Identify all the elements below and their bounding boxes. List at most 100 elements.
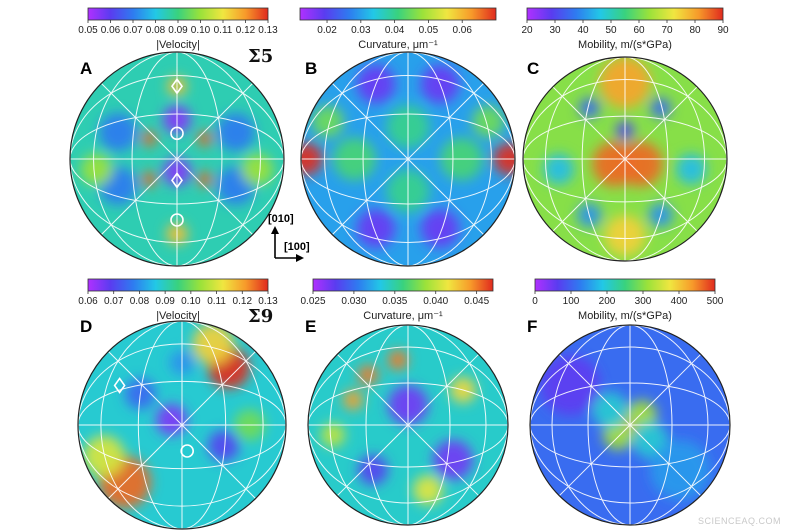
heatmap-spot <box>80 153 113 186</box>
colorbar-tick-label: 0.09 <box>155 296 175 307</box>
heatmap-spot <box>420 209 460 248</box>
heatmap-spot <box>311 105 344 138</box>
panel-a: 0.05 0.06 0.07 0.08 0.09 0.10 0.11 0.12 0.13 |Vel… <box>69 7 285 267</box>
heatmap-spot <box>197 131 213 147</box>
circle-marker <box>170 126 184 141</box>
diamond-marker <box>171 77 183 95</box>
panel-letter: E <box>305 317 316 336</box>
colorbar-tick-label: 0.10 <box>181 296 201 307</box>
pole-figure-outline <box>522 56 728 262</box>
heatmap-spot <box>156 404 188 436</box>
panel-e: 0.025 0.030 0.035 0.040 0.045 Curvature, μm⁻¹… <box>300 278 509 526</box>
heatmap-spot <box>343 390 363 410</box>
colorbar-tick-label: 50 <box>605 25 617 36</box>
pole-figure <box>301 52 515 266</box>
panels: 0.05 0.06 0.07 0.08 0.09 0.10 0.11 0.12 0.13|Vel… <box>69 7 731 530</box>
heatmap-spot <box>241 153 274 186</box>
panel-letter: C <box>527 59 539 78</box>
colorbar-tick-label: 0 <box>532 296 538 307</box>
heatmap-spot <box>141 171 157 187</box>
colorbar-tick-label: 0.04 <box>385 25 405 36</box>
colorbar-tick-label: 300 <box>635 296 652 307</box>
colorbar-tick-label: 40 <box>577 25 589 36</box>
colorbar-tick-label: 0.10 <box>191 25 211 36</box>
pole-figure <box>523 57 727 261</box>
pole-figure-outline <box>307 324 509 526</box>
heatmap-spot <box>216 112 256 152</box>
axis-y-arrowhead <box>271 226 279 234</box>
colorbar-gradient <box>299 7 497 21</box>
pole-figure-outline <box>69 51 285 267</box>
heatmap-spot <box>321 423 345 447</box>
panel-f: 0 100 200 300 400 500 Mobility, m/(s*GPa) F <box>527 278 731 526</box>
colorbar-tick-label: 80 <box>689 25 701 36</box>
colorbar-tick-label: 0.06 <box>452 25 472 36</box>
colorbar-tick-label: 0.06 <box>101 25 121 36</box>
colorbar-tick-label: 0.035 <box>382 296 407 307</box>
heatmap-spot <box>358 365 378 385</box>
pole-figure-outline <box>529 324 731 526</box>
axis-label-x: [100] <box>284 241 310 253</box>
heatmap-spot <box>98 112 138 152</box>
panel-letter: A <box>80 59 92 78</box>
heatmap-spot <box>650 440 710 500</box>
stereographic-net <box>78 321 286 529</box>
colorbar-tick-label: 0.13 <box>258 25 278 36</box>
colorbar-tick-label: 60 <box>633 25 645 36</box>
colorbar: 0.025 0.030 0.035 0.040 0.045 Curvature, μm⁻¹ <box>300 278 494 322</box>
panel-c: 20 30 40 50 60 70 80 90 Mobility, m/(s*GPa) C <box>521 7 729 262</box>
heatmap-spot <box>540 355 600 415</box>
stereographic-net <box>308 325 508 525</box>
diamond-marker <box>171 172 183 189</box>
panel-b: 0.02 0.03 0.04 0.05 0.06 Curvature, μm⁻¹ B <box>299 7 516 267</box>
colorbar: 20 30 40 50 60 70 80 90 Mobility, m/(s*GPa) <box>521 7 729 51</box>
colorbar-tick-label: 0.05 <box>419 25 439 36</box>
sigma-annotation: Σ9 <box>248 306 273 327</box>
pole-figure <box>308 325 508 525</box>
pole-figure <box>70 52 284 266</box>
colorbar-tick-label: 400 <box>671 296 688 307</box>
colorbar-title: Mobility, m/(s*GPa) <box>578 39 672 51</box>
colorbar-gradient <box>87 7 269 21</box>
heatmap-spot <box>413 475 443 505</box>
colorbar-tick-label: 0.05 <box>78 25 98 36</box>
colorbar-tick-label: 0.08 <box>146 25 166 36</box>
heatmap-spot <box>358 455 388 485</box>
colorbar: 0 100 200 300 400 500 Mobility, m/(s*GPa) <box>532 278 724 322</box>
colorbar-tick-label: 0.045 <box>464 296 489 307</box>
sigma-annotation: Σ5 <box>248 46 273 67</box>
colorbar-tick-label: 30 <box>549 25 561 36</box>
colorbar-tick-label: 0.07 <box>104 296 124 307</box>
heatmap-spot <box>650 97 671 119</box>
colorbar-title: |Velocity| <box>156 39 200 51</box>
colorbar: 0.05 0.06 0.07 0.08 0.09 0.10 0.11 0.12 0.13 |Vel… <box>78 7 278 51</box>
circle-marker <box>180 444 194 458</box>
colorbar-tick-label: 0.040 <box>423 296 448 307</box>
watermark: SCIENCEAQ.COM <box>698 516 781 526</box>
axis-label-y: [010] <box>268 213 294 225</box>
colorbar-gradient <box>534 278 716 292</box>
heatmap-spot <box>208 430 240 462</box>
colorbar-gradient <box>87 278 269 292</box>
stereographic-net <box>530 325 730 525</box>
diamond-marker <box>113 377 126 394</box>
circle-marker <box>170 213 184 227</box>
colorbar: 0.06 0.07 0.08 0.09 0.10 0.11 0.12 0.13 |Velocit… <box>78 278 278 322</box>
colorbar-tick-label: 0.12 <box>233 296 253 307</box>
heatmap-spot <box>83 435 125 478</box>
colorbar-tick-label: 0.07 <box>123 25 143 36</box>
colorbar-tick-label: 0.02 <box>317 25 337 36</box>
heatmap-spot <box>617 141 663 187</box>
axis-x-arrowhead <box>296 254 304 262</box>
stereographic-net <box>523 57 727 261</box>
heatmap-spot <box>356 209 396 248</box>
pole-figure-outline <box>77 320 287 530</box>
panel-letter: B <box>305 59 317 78</box>
colorbar-tick-label: 70 <box>661 25 673 36</box>
colorbar-tick-label: 0.11 <box>214 25 233 36</box>
colorbar-tick-label: 100 <box>563 296 580 307</box>
colorbar-title: Curvature, μm⁻¹ <box>358 39 438 51</box>
stereographic-net <box>301 52 515 266</box>
pole-figure-outline <box>300 51 516 267</box>
